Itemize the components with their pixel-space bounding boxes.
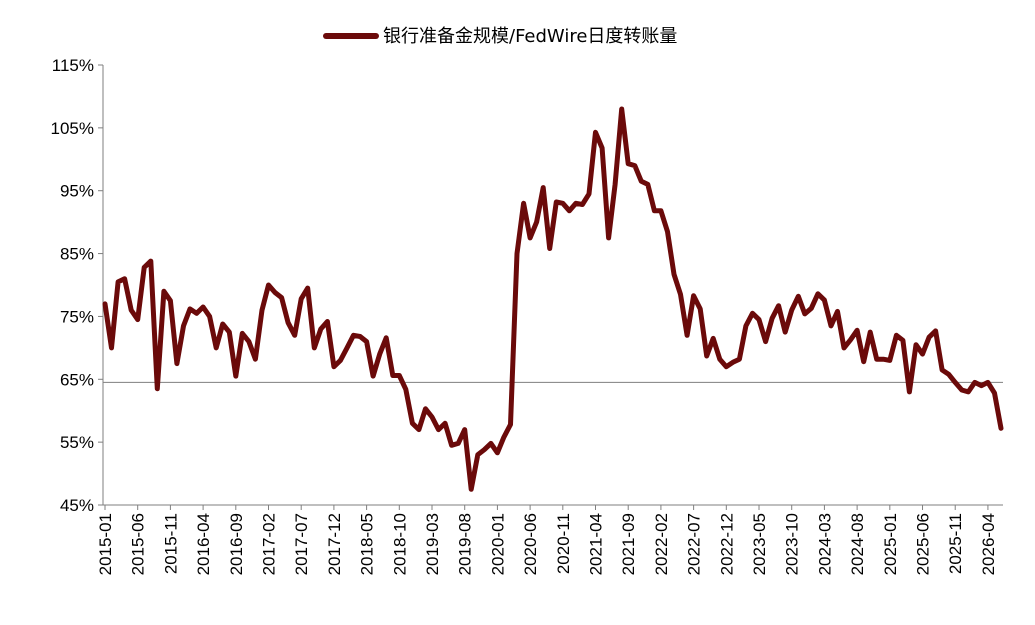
x-tick-label: 2020-06 xyxy=(521,513,540,575)
x-tick-label: 2025-01 xyxy=(881,513,900,575)
x-tick-label: 2025-06 xyxy=(914,513,933,575)
x-tick-label: 2015-01 xyxy=(96,513,115,575)
x-tick-label: 2020-01 xyxy=(488,513,507,575)
x-tick-label: 2022-12 xyxy=(717,513,736,575)
x-tick-label: 2024-08 xyxy=(848,513,867,575)
y-tick-label: 105% xyxy=(51,119,94,138)
x-tick-label: 2015-11 xyxy=(161,513,180,574)
y-tick-label: 75% xyxy=(60,307,94,326)
x-tick-label: 2023-05 xyxy=(750,513,769,575)
x-tick-label: 2024-03 xyxy=(815,513,834,575)
x-tick-label: 2021-04 xyxy=(587,513,606,575)
x-tick-label: 2018-10 xyxy=(390,513,409,575)
x-tick-label: 2025-11 xyxy=(946,513,965,574)
x-tick-label: 2022-02 xyxy=(652,513,671,575)
y-tick-label: 95% xyxy=(60,182,94,201)
x-tick-label: 2021-09 xyxy=(619,513,638,575)
x-tick-label: 2018-05 xyxy=(358,513,377,575)
y-tick-label: 115% xyxy=(52,56,94,75)
x-tick-label: 2019-03 xyxy=(423,513,442,575)
y-tick-label: 45% xyxy=(60,496,94,515)
x-tick-label: 2015-06 xyxy=(129,513,148,575)
plot-area xyxy=(102,106,1004,492)
x-tick-label: 2017-12 xyxy=(325,513,344,575)
x-tick-label: 2023-10 xyxy=(783,513,802,575)
y-axis: 115% 105% 95% 85% 75% 65% 55% 45% xyxy=(51,56,104,515)
y-tick-label: 85% xyxy=(60,245,94,264)
x-tick-label: 2016-04 xyxy=(194,513,213,575)
y-tick-label: 65% xyxy=(60,370,94,389)
y-tick-label: 55% xyxy=(60,433,94,452)
x-tick-label: 2016-09 xyxy=(227,513,246,575)
x-tick-label: 2017-02 xyxy=(260,513,279,575)
x-tick-label: 2026-04 xyxy=(979,513,998,575)
x-tick-label: 2017-07 xyxy=(292,513,311,575)
x-axis: 2015-01 2015-06 2015-11 2016-04 2016-09 2017-… xyxy=(96,504,1003,575)
x-tick-label: 2022-07 xyxy=(685,513,704,575)
x-tick-label: 2019-08 xyxy=(456,513,475,575)
series-line xyxy=(102,106,1004,492)
legend: 银行准备金规模/FedWire日度转账量 xyxy=(323,26,677,47)
legend-label: 银行准备金规模/FedWire日度转账量 xyxy=(383,26,677,47)
x-tick-label: 2020-11 xyxy=(554,513,573,574)
